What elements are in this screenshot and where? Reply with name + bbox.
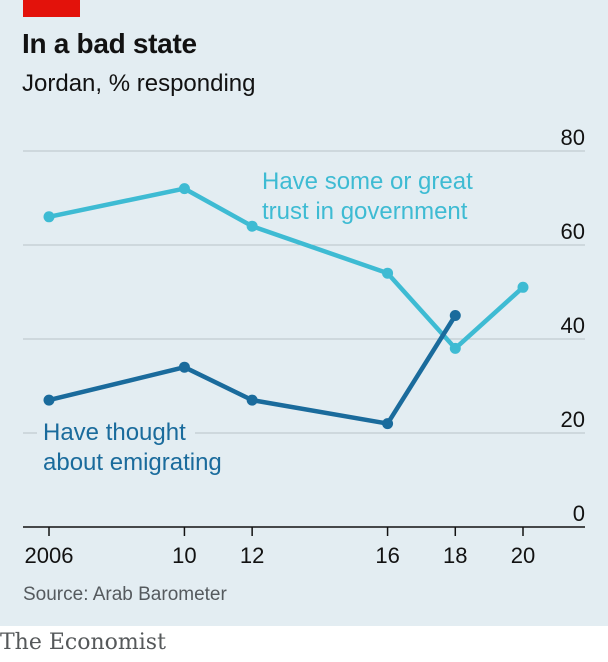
economist-brand: The Economist [0, 630, 166, 655]
data-point-emigration [246, 394, 258, 406]
series-label-backdrop [37, 418, 195, 476]
data-point-emigration [43, 394, 55, 406]
data-point-trust [43, 211, 55, 223]
x-tick-label: 10 [172, 543, 196, 568]
y-tick-label: 60 [561, 219, 585, 244]
red-tag-logo [23, 0, 80, 17]
data-point-emigration [449, 310, 461, 321]
source-note: Source: Arab Barometer [23, 584, 227, 605]
x-tick-label: 16 [375, 543, 399, 568]
data-point-emigration [178, 361, 190, 373]
x-tick-labels: 2006 10 12 16 18 20 [25, 527, 535, 568]
y-tick-label: 80 [561, 125, 585, 150]
y-tick-label: 40 [561, 313, 585, 338]
data-point-trust [449, 342, 461, 354]
y-tick-label: 0 [573, 501, 585, 526]
series-line-emigration [46, 313, 458, 426]
series-label-trust: trust in government [262, 198, 468, 225]
series-lines [43, 183, 529, 430]
x-tick-label: 20 [511, 543, 535, 568]
series-label-trust: Have some or great [262, 168, 473, 195]
series-label-emigration: Have thought [43, 419, 186, 446]
chart-title: In a bad state [22, 28, 197, 59]
data-point-trust [246, 220, 258, 232]
series-line-trust [46, 186, 526, 351]
y-tick-label: 20 [561, 407, 585, 432]
series-label-emigration: about emigrating [43, 449, 222, 476]
x-tick-label: 2006 [25, 543, 74, 568]
data-point-emigration [382, 418, 394, 430]
x-tick-label: 12 [240, 543, 264, 568]
x-tick-label: 18 [443, 543, 467, 568]
series-labels: Have some or great trust in government Hav… [37, 168, 473, 476]
chart-panel [0, 0, 608, 626]
data-point-trust [178, 183, 190, 195]
data-point-trust [517, 281, 529, 293]
data-point-trust [382, 267, 394, 279]
y-tick-labels: 0 20 40 60 80 [561, 125, 585, 526]
line-chart: 0 20 40 60 80 2006 10 12 16 18 20 Have some or gr… [23, 125, 585, 568]
chart-subtitle: Jordan, % responding [22, 70, 256, 97]
